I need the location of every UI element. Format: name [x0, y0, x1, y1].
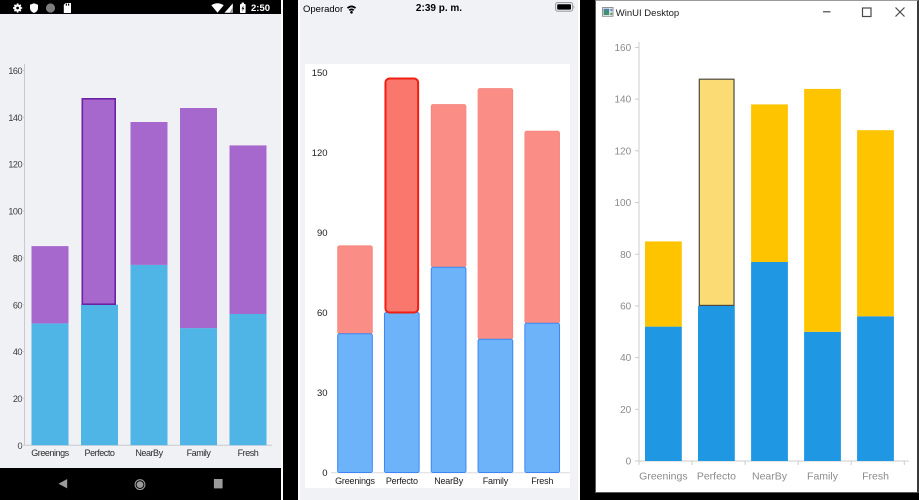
svg-text:90: 90: [317, 228, 328, 239]
svg-text:Perfecto: Perfecto: [697, 471, 736, 483]
svg-text:Greenings: Greenings: [335, 476, 375, 486]
svg-text:120: 120: [615, 146, 632, 157]
svg-text:Fresh: Fresh: [531, 476, 553, 486]
svg-text:60: 60: [317, 308, 328, 319]
svg-text:NearBy: NearBy: [135, 448, 163, 458]
svg-text:40: 40: [13, 347, 23, 357]
svg-text:20: 20: [13, 394, 23, 404]
svg-text:Greenings: Greenings: [639, 471, 687, 483]
svg-text:140: 140: [8, 113, 22, 123]
svg-text:NearBy: NearBy: [752, 471, 788, 483]
svg-text:Fresh: Fresh: [862, 471, 889, 483]
svg-text:80: 80: [13, 253, 23, 263]
svg-text:NearBy: NearBy: [434, 476, 464, 486]
svg-text:Perfecto: Perfecto: [85, 448, 115, 458]
svg-text:0: 0: [322, 468, 327, 479]
svg-text:160: 160: [8, 66, 22, 76]
svg-text:160: 160: [615, 43, 632, 54]
svg-text:60: 60: [620, 302, 632, 313]
svg-text:Family: Family: [187, 448, 212, 458]
svg-text:30: 30: [317, 388, 328, 399]
svg-text:100: 100: [615, 198, 632, 209]
svg-text:140: 140: [615, 95, 632, 106]
svg-text:100: 100: [8, 207, 22, 217]
svg-text:40: 40: [620, 353, 632, 364]
svg-text:Perfecto: Perfecto: [385, 476, 417, 486]
svg-text:Fresh: Fresh: [238, 448, 259, 458]
svg-text:120: 120: [311, 148, 327, 159]
svg-text:120: 120: [8, 160, 22, 170]
svg-text:Family: Family: [807, 471, 839, 483]
svg-text:0: 0: [17, 441, 22, 451]
svg-text:0: 0: [626, 457, 632, 468]
svg-text:80: 80: [620, 250, 632, 261]
svg-text:Greenings: Greenings: [31, 448, 69, 458]
svg-text:150: 150: [311, 68, 327, 79]
svg-text:60: 60: [13, 300, 23, 310]
svg-text:20: 20: [620, 405, 632, 416]
svg-text:Family: Family: [482, 476, 508, 486]
